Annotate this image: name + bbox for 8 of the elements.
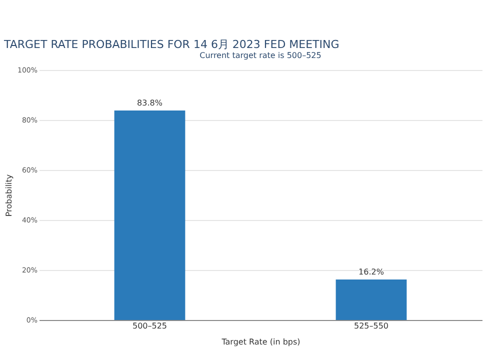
x-tick-label: 525–550	[354, 322, 389, 330]
y-axis-title: Probability	[4, 174, 14, 217]
x-tick-label: 500–525	[132, 322, 168, 330]
chart-subtitle: Current target rate is 500–525	[200, 51, 322, 60]
data-label: 83.8%	[137, 98, 163, 108]
x-axis-title: Target Rate (in bps)	[220, 338, 300, 346]
chart-title: TARGET RATE PROBABILITIES FOR 14 6月 2023 FED MEETING	[3, 37, 340, 52]
data-label: 16.2%	[358, 268, 384, 276]
